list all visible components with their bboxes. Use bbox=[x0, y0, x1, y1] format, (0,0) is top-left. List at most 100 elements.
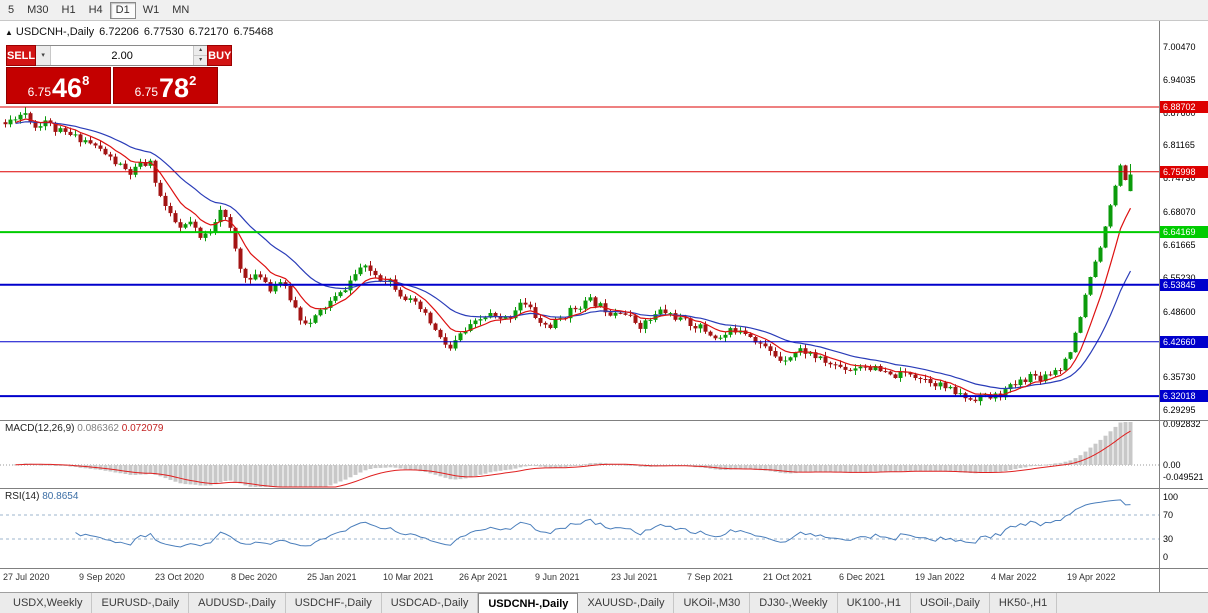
price-level-badge: 6.75998 bbox=[1160, 165, 1208, 178]
chart-tab-bar: USDX,Weekly EURUSD-,Daily AUDUSD-,Daily USD… bbox=[0, 592, 1208, 613]
date-axis-label: 23 Oct 2020 bbox=[155, 572, 205, 582]
macd-histogram bbox=[13, 422, 1133, 487]
macd-name: MACD(12,26,9) bbox=[5, 423, 75, 434]
price-axis-label: 6.74730 bbox=[1163, 173, 1196, 184]
ohlc-header: ▲ USDCNH-,Daily 6.72206 6.77530 6.72170 6.754… bbox=[5, 26, 278, 38]
chart-tab[interactable]: USDCAD-,Daily bbox=[382, 593, 479, 613]
panel-separator bbox=[1160, 488, 1208, 489]
macd-indicator-label: MACD(12,26,9) 0.086362 0.072079 bbox=[5, 423, 163, 434]
date-axis-label: 4 Mar 2022 bbox=[991, 572, 1037, 582]
chart-tab[interactable]: HK50-,H1 bbox=[990, 593, 1058, 613]
price-level-badge: 6.42660 bbox=[1160, 335, 1208, 348]
price-axis-label: 6.94035 bbox=[1163, 74, 1196, 85]
collapse-chart-icon[interactable]: ▲ bbox=[5, 28, 13, 37]
rsi-name: RSI(14) bbox=[5, 491, 40, 502]
timeframe-button-5[interactable]: 5 bbox=[2, 1, 21, 19]
chart-tab[interactable]: USDCNH-,Daily bbox=[478, 593, 579, 613]
date-axis-label: 9 Sep 2020 bbox=[79, 572, 126, 582]
rsi-axis-label: 100 bbox=[1163, 492, 1179, 502]
rsi-indicator-label: RSI(14) 80.8654 bbox=[5, 491, 78, 502]
price-axis-label: 6.55230 bbox=[1163, 272, 1196, 283]
macd-axis-label: 0.092832 bbox=[1163, 418, 1201, 429]
buy-price-display[interactable]: 6.75 78 2 bbox=[113, 67, 218, 104]
date-axis[interactable]: 27 Jul 2020 9 Sep 2020 23 Oct 2020 8 Dec 20… bbox=[0, 572, 1159, 592]
buy-button[interactable]: BUY bbox=[207, 45, 233, 66]
chart-tab[interactable]: USOil-,Daily bbox=[911, 593, 990, 613]
chart-tab[interactable]: DJ30-,Weekly bbox=[750, 593, 838, 613]
rsi-value: 80.8654 bbox=[42, 491, 79, 502]
fast-ma-line bbox=[15, 118, 1132, 396]
chart-tab[interactable]: USDCHF-,Daily bbox=[286, 593, 382, 613]
lot-decrease-icon[interactable]: ▾ bbox=[194, 56, 208, 65]
rsi-axis-label: 70 bbox=[1163, 510, 1174, 520]
chart-tab[interactable]: AUDUSD-,Daily bbox=[189, 593, 286, 613]
macd-signal-value: 0.072079 bbox=[121, 423, 164, 434]
lot-size-input[interactable] bbox=[51, 46, 194, 65]
chart-tab[interactable]: UKOil-,M30 bbox=[674, 593, 751, 613]
buy-price-pips: 78 bbox=[159, 73, 190, 103]
timeframe-button-d1[interactable]: D1 bbox=[109, 1, 136, 19]
lot-increase-icon[interactable]: ▴ bbox=[194, 46, 208, 56]
price-level-badge: 6.64169 bbox=[1160, 226, 1208, 239]
panel-separator bbox=[1160, 420, 1208, 421]
date-axis-label: 19 Apr 2022 bbox=[1067, 572, 1116, 582]
timeframe-button-m30[interactable]: M30 bbox=[21, 1, 55, 19]
ohlc-open: 6.72206 bbox=[99, 26, 139, 38]
chart-tab[interactable]: UK100-,H1 bbox=[838, 593, 911, 613]
macd-axis-label: 0.00 bbox=[1163, 460, 1181, 470]
date-axis-label: 19 Jan 2022 bbox=[915, 572, 965, 582]
date-axis-label: 26 Apr 2021 bbox=[459, 572, 508, 582]
timeframe-button-mn[interactable]: MN bbox=[166, 1, 196, 19]
macd-signal-line bbox=[15, 430, 1131, 488]
chart-tab[interactable]: EURUSD-,Daily bbox=[92, 593, 190, 613]
price-chart-svg[interactable] bbox=[0, 21, 1159, 592]
date-axis-label: 8 Dec 2020 bbox=[231, 572, 278, 582]
date-axis-label: 7 Sep 2021 bbox=[687, 572, 734, 582]
date-axis-label: 9 Jun 2021 bbox=[535, 572, 580, 582]
date-axis-label: 25 Jan 2021 bbox=[307, 572, 357, 582]
price-axis-label: 6.29295 bbox=[1163, 404, 1196, 415]
ohlc-high: 6.77530 bbox=[143, 26, 184, 38]
panel-separator bbox=[1160, 568, 1208, 569]
price-axis-label: 6.35730 bbox=[1163, 372, 1196, 383]
date-axis-label: 10 Mar 2021 bbox=[383, 572, 434, 582]
price-level-badge: 6.88702 bbox=[1160, 101, 1208, 114]
lot-stepper-arrows[interactable]: ▴ ▾ bbox=[193, 46, 208, 65]
macd-value: 0.086362 bbox=[77, 423, 119, 434]
sell-button[interactable]: SELL bbox=[6, 45, 37, 66]
price-level-badge: 6.32018 bbox=[1160, 390, 1208, 403]
price-axis-label: 7.00470 bbox=[1163, 42, 1196, 52]
candles-layer bbox=[3, 107, 1133, 406]
price-axis-label: 6.68070 bbox=[1163, 207, 1196, 218]
lot-size-stepper[interactable]: ▾ ▴▾ bbox=[36, 45, 208, 66]
rsi-axis-label: 30 bbox=[1163, 534, 1174, 544]
sell-price-display[interactable]: 6.75 46 8 bbox=[6, 67, 111, 104]
date-axis-label: 21 Oct 2021 bbox=[763, 572, 813, 582]
date-axis-label: 6 Dec 2021 bbox=[839, 572, 886, 582]
sell-price-point: 8 bbox=[82, 73, 90, 88]
buy-price-prefix: 6.75 bbox=[134, 85, 159, 99]
rsi-axis-label: 0 bbox=[1163, 552, 1169, 562]
date-axis-label: 23 Jul 2021 bbox=[611, 572, 658, 582]
timeframe-toolbar: 5 M30 H1 H4 D1 W1 MN bbox=[0, 0, 1208, 21]
sell-price-pips: 46 bbox=[52, 73, 83, 103]
price-axis-label: 6.81165 bbox=[1163, 140, 1195, 151]
timeframe-button-h1[interactable]: H1 bbox=[55, 1, 82, 19]
chart-tab[interactable]: USDX,Weekly bbox=[4, 593, 93, 613]
date-axis-label: 27 Jul 2020 bbox=[3, 572, 50, 582]
price-axis-label: 6.61665 bbox=[1163, 239, 1196, 250]
price-axis[interactable]: 7.004706.940356.876006.811656.747306.680… bbox=[1159, 21, 1208, 592]
ohlc-low: 6.72170 bbox=[188, 26, 229, 38]
buy-price-point: 2 bbox=[189, 73, 197, 88]
timeframe-button-h4[interactable]: H4 bbox=[82, 1, 109, 19]
price-level-badge: 6.53845 bbox=[1160, 278, 1208, 291]
lot-dropdown-icon[interactable]: ▾ bbox=[36, 46, 52, 65]
ohlc-close: 6.75468 bbox=[233, 26, 274, 38]
chart-area[interactable]: ▲ USDCNH-,Daily 6.72206 6.77530 6.72170 6.754… bbox=[0, 21, 1159, 592]
sell-price-prefix: 6.75 bbox=[27, 85, 52, 99]
price-axis-label: 6.48600 bbox=[1163, 306, 1196, 317]
chart-tab[interactable]: XAUUSD-,Daily bbox=[578, 593, 675, 613]
timeframe-button-w1[interactable]: W1 bbox=[136, 1, 166, 19]
